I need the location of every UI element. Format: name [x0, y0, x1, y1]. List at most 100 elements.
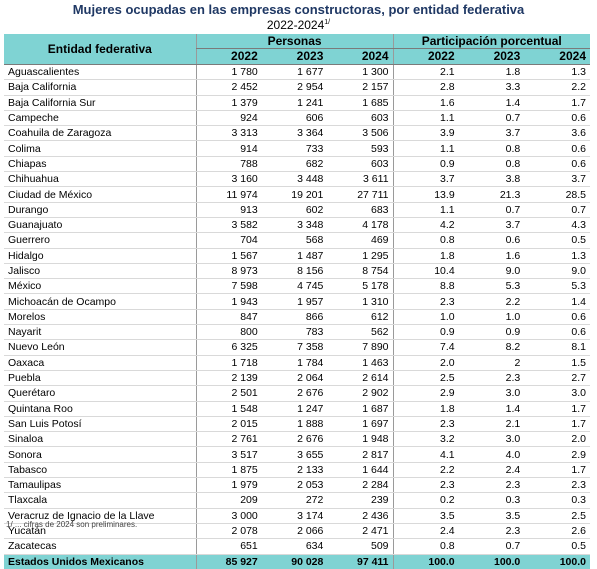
table-cell: 1 548 — [195, 401, 262, 417]
table-cell: 3 160 — [195, 171, 262, 188]
table-cell: 1.5 — [524, 355, 590, 371]
table-row: Campeche 924 606 603 1.1 0.7 0.6 — [4, 110, 590, 127]
total-label: Estados Unidos Mexicanos — [4, 553, 197, 569]
entity-name: Baja California Sur — [4, 95, 197, 111]
table-cell: 1.8 — [458, 64, 525, 81]
table-cell: 0.6 — [524, 324, 590, 341]
table-cell: 19 201 — [261, 186, 328, 203]
table-cell: 0.7 — [458, 538, 525, 555]
table-cell: 7 598 — [195, 278, 262, 295]
table-cell: 704 — [195, 232, 262, 249]
table-row: Baja California 2 452 2 954 2 157 2.8 3.3 2.2 — [4, 79, 590, 96]
table-row: San Luis Potosí 2 015 1 888 1 697 2.3 2.1 1.7 — [4, 416, 590, 433]
table-cell: 2 614 — [327, 370, 394, 387]
table-cell: 913 — [195, 202, 262, 218]
entity-name: Ciudad de México — [4, 186, 197, 203]
table-cell: 3 517 — [195, 446, 262, 463]
table-cell: 469 — [327, 232, 394, 249]
table-row: Morelos 847 866 612 1.0 1.0 0.6 — [4, 309, 590, 326]
table-row: Nuevo León 6 325 7 358 7 890 7.4 8.2 8.1 — [4, 339, 590, 356]
entity-name: Colima — [4, 140, 197, 157]
table-cell: 0.7 — [524, 202, 590, 218]
entity-name: Guerrero — [4, 232, 197, 249]
entity-name: Jalisco — [4, 263, 197, 280]
table-cell: 0.5 — [524, 232, 590, 249]
table-cell: 2.3 — [458, 477, 525, 494]
table-cell: 2 471 — [327, 523, 394, 540]
entity-name: Guanajuato — [4, 217, 197, 234]
table-cell: 9.0 — [458, 263, 525, 280]
table-cell: 2 436 — [327, 508, 394, 524]
table-cell: 1.6 — [392, 95, 459, 111]
table-row: Nayarit 800 783 562 0.9 0.9 0.6 — [4, 324, 590, 341]
entity-name: Chihuahua — [4, 171, 197, 188]
table-cell: 2.9 — [392, 385, 459, 402]
table-row: Hidalgo 1 567 1 487 1 295 1.8 1.6 1.3 — [4, 248, 590, 264]
table-cell: 1 943 — [195, 293, 262, 310]
table-cell: 651 — [195, 538, 262, 555]
table-row: Jalisco 8 973 8 156 8 754 10.4 9.0 9.0 — [4, 263, 590, 280]
table-cell: 11 974 — [195, 186, 262, 203]
table-cell: 2 066 — [261, 523, 328, 540]
table-cell: 3 364 — [261, 125, 328, 142]
table-cell: 1 247 — [261, 401, 328, 417]
subtitle-note-marker: 1/ — [324, 19, 331, 26]
table-cell: 2 676 — [261, 431, 328, 448]
table-cell: 2 954 — [261, 79, 328, 96]
entity-name: Tabasco — [4, 462, 197, 479]
table-cell: 8.2 — [458, 339, 525, 356]
table-cell: 2.3 — [392, 293, 459, 310]
table-cell: 603 — [327, 110, 394, 127]
total-cell: 97 411 — [327, 553, 394, 569]
header-year: 2024 — [327, 48, 394, 65]
table-cell: 1 979 — [195, 477, 262, 494]
table-cell: 1.4 — [458, 95, 525, 111]
table-cell: 2 452 — [195, 79, 262, 96]
table-cell: 0.6 — [524, 309, 590, 326]
table-cell: 3.0 — [458, 431, 525, 448]
entity-name: Coahuila de Zaragoza — [4, 125, 197, 142]
table-cell: 4.2 — [392, 217, 459, 234]
table-cell: 5.3 — [458, 278, 525, 295]
table-cell: 924 — [195, 110, 262, 127]
table-cell: 0.9 — [392, 324, 459, 341]
table-cell: 4.1 — [392, 446, 459, 463]
table-row: Coahuila de Zaragoza 3 313 3 364 3 506 3.9 3.… — [4, 125, 590, 142]
table-cell: 568 — [261, 232, 328, 249]
table-cell: 1 875 — [195, 462, 262, 479]
table-cell: 10.4 — [392, 263, 459, 280]
entity-name: Veracruz de Ignacio de la Llave — [4, 508, 197, 524]
table-cell: 1.6 — [458, 248, 525, 264]
table-row: Colima 914 733 593 1.1 0.8 0.6 — [4, 140, 590, 157]
entity-name: Durango — [4, 202, 197, 218]
table-cell: 8.1 — [524, 339, 590, 356]
table-cell: 2.3 — [392, 477, 459, 494]
data-table: Entidad federativa Personas Participació… — [4, 34, 590, 569]
table-cell: 2 133 — [261, 462, 328, 479]
table-cell: 1.0 — [458, 309, 525, 326]
table-cell: 3.9 — [392, 125, 459, 142]
table-cell: 1 685 — [327, 95, 394, 111]
table-cell: 3.0 — [458, 385, 525, 402]
table-cell: 1 888 — [261, 416, 328, 433]
table-cell: 4.0 — [458, 446, 525, 463]
entity-name: Hidalgo — [4, 248, 197, 264]
entity-name: Nayarit — [4, 324, 197, 341]
subtitle-years: 2022-2024 — [266, 18, 325, 32]
table-cell: 3.2 — [392, 431, 459, 448]
table-cell: 3 611 — [327, 171, 394, 188]
entity-name: Michoacán de Ocampo — [4, 293, 197, 310]
footnote: 1/ ... cifras de 2024 son preliminares. — [6, 520, 138, 529]
table-row: Baja California Sur 1 379 1 241 1 685 1.6 1.4… — [4, 95, 590, 111]
table-cell: 0.5 — [524, 538, 590, 555]
table-cell: 3.7 — [458, 125, 525, 142]
table-cell: 3.3 — [458, 79, 525, 96]
table-cell: 2.6 — [524, 523, 590, 540]
table-cell: 509 — [327, 538, 394, 555]
table-cell: 593 — [327, 140, 394, 157]
table-cell: 2.2 — [458, 293, 525, 310]
entity-name: Chiapas — [4, 156, 197, 173]
table-cell: 2.3 — [458, 523, 525, 540]
table-cell: 2.3 — [458, 370, 525, 387]
table-title: Mujeres ocupadas en las empresas constru… — [72, 2, 525, 17]
